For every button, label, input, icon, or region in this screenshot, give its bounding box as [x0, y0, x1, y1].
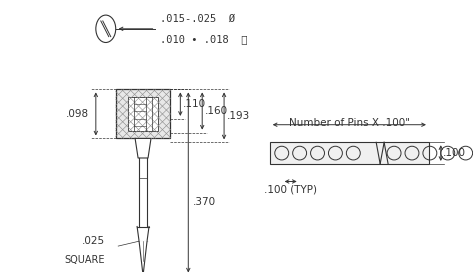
- Text: .100: .100: [443, 148, 466, 158]
- Text: .110: .110: [183, 99, 207, 109]
- Text: .015-.025  Ø: .015-.025 Ø: [161, 14, 236, 24]
- Text: .025: .025: [82, 236, 105, 246]
- Text: .098: .098: [66, 109, 89, 119]
- Text: .100 (TYP): .100 (TYP): [264, 184, 317, 194]
- Polygon shape: [135, 139, 151, 158]
- Text: .010 • .018  ⧄: .010 • .018 ⧄: [161, 35, 248, 45]
- Bar: [270, 142, 429, 164]
- Polygon shape: [139, 241, 147, 275]
- Bar: [128, 97, 158, 131]
- Bar: [116, 89, 170, 139]
- Text: .370: .370: [193, 197, 217, 207]
- Text: .160: .160: [205, 106, 228, 116]
- Text: Number of Pins X .100": Number of Pins X .100": [289, 118, 410, 128]
- Text: SQUARE: SQUARE: [65, 255, 105, 265]
- Text: .193: .193: [227, 111, 250, 121]
